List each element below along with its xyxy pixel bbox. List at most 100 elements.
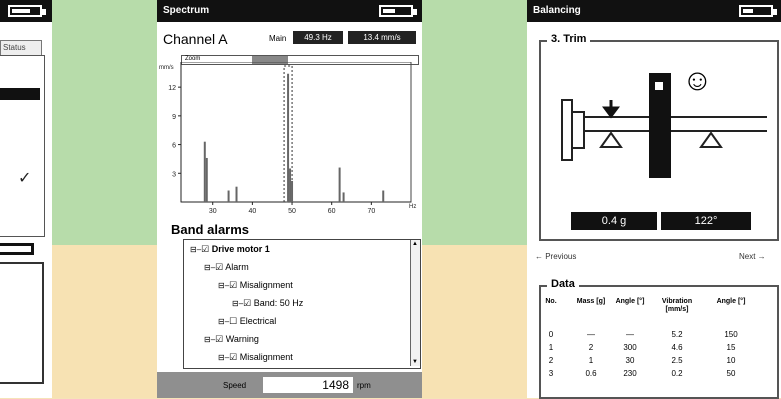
spectrum-bar bbox=[287, 73, 290, 202]
tree-node[interactable]: ⊟–☑ Drive motor 1 bbox=[190, 244, 270, 255]
expand-icon[interactable]: ⊟– bbox=[190, 245, 202, 254]
battery-icon bbox=[739, 5, 777, 17]
tree-node-label: Alarm bbox=[225, 262, 249, 272]
table-cell: 0 bbox=[548, 330, 554, 339]
spectrum-screen: Spectrum Channel A Main 49.3 Hz 13.4 mm/… bbox=[157, 0, 422, 398]
tree-node-label: Misalignment bbox=[239, 280, 293, 290]
x-tick-label: 40 bbox=[248, 208, 256, 215]
spectrum-bar bbox=[227, 190, 230, 202]
channel-label: Channel A bbox=[163, 31, 228, 47]
table-cell: 0.6 bbox=[585, 369, 597, 378]
left-device-screen: Status ✓ bbox=[0, 0, 52, 398]
main-frequency-value: 49.3 Hz bbox=[293, 31, 343, 44]
tree-node[interactable]: ⊟–☑ Band: 50 Hz bbox=[232, 298, 303, 309]
expand-icon[interactable]: ⊟– bbox=[218, 281, 230, 290]
trim-title: 3. Trim bbox=[547, 33, 591, 45]
table-cell: 15 bbox=[726, 343, 736, 352]
spectrum-bar bbox=[342, 192, 345, 202]
checkbox[interactable]: ☑ bbox=[215, 262, 226, 272]
y-tick-label: 9 bbox=[172, 114, 176, 121]
spectrum-titlebar: Spectrum bbox=[157, 0, 422, 22]
speed-input[interactable]: 1498 bbox=[263, 377, 353, 393]
checkbox[interactable]: ☑ bbox=[229, 280, 240, 290]
selected-row[interactable] bbox=[0, 88, 40, 100]
column-header: Angle [°] bbox=[716, 298, 746, 305]
left-frame bbox=[0, 55, 45, 237]
zoom-label: Zoom bbox=[185, 56, 201, 62]
down-arrow-icon bbox=[602, 100, 620, 119]
smiley-icon: ☺ bbox=[682, 64, 713, 97]
table-cell: 2 bbox=[548, 356, 554, 365]
expand-icon[interactable]: ⊟– bbox=[232, 299, 244, 308]
table-cell: 3 bbox=[548, 369, 554, 378]
y-unit-label: mm/s bbox=[159, 65, 174, 71]
expand-icon[interactable]: ⊟– bbox=[218, 317, 230, 326]
tree-scrollbar[interactable]: ▲ ▼ bbox=[410, 240, 420, 366]
checkbox[interactable]: ☑ bbox=[229, 352, 240, 362]
table-cell: 2.5 bbox=[671, 356, 683, 365]
tree-node[interactable]: ⊟–☑ Warning bbox=[204, 334, 259, 345]
table-cell: 0.2 bbox=[671, 369, 683, 378]
x-tick-label: 60 bbox=[328, 208, 336, 215]
column-header: Mass [g] bbox=[576, 298, 606, 305]
screen-title: Spectrum bbox=[163, 5, 210, 16]
trim-angle-value: 122° bbox=[661, 212, 751, 230]
tree-node[interactable]: ⊟–☐ Electrical bbox=[218, 316, 276, 327]
scroll-down-icon[interactable]: ▼ bbox=[412, 359, 418, 365]
table-cell: — bbox=[626, 330, 634, 339]
tree-node-label: Misalignment bbox=[239, 352, 293, 362]
next-button[interactable]: Next → bbox=[739, 252, 766, 261]
data-title: Data bbox=[547, 278, 579, 290]
balancing-screen: Balancing 3. Trim ☺ 0.4 g 122° ← Previou… bbox=[527, 0, 781, 399]
band-alarms-title: Band alarms bbox=[171, 222, 250, 237]
spectrum-bar bbox=[203, 141, 206, 202]
plot-frame bbox=[180, 62, 412, 203]
y-tick-label: 3 bbox=[172, 171, 176, 178]
balancing-titlebar: Balancing bbox=[527, 0, 781, 22]
checkbox[interactable]: ☑ bbox=[243, 298, 254, 308]
x-tick-label: 50 bbox=[288, 208, 296, 215]
tree-node[interactable]: ⊟–☑ Misalignment bbox=[218, 352, 293, 363]
expand-icon[interactable]: ⊟– bbox=[218, 353, 230, 362]
spectrum-bar bbox=[291, 180, 294, 202]
rotor-diagram bbox=[561, 73, 767, 178]
speed-label: Speed bbox=[223, 381, 247, 390]
table-cell: 150 bbox=[724, 330, 738, 339]
tree-node-label: Band: 50 Hz bbox=[253, 298, 304, 308]
tree-node[interactable]: ⊟–☑ Alarm bbox=[204, 262, 249, 273]
expand-icon[interactable]: ⊟– bbox=[204, 335, 216, 344]
spectrum-bar bbox=[338, 167, 341, 202]
y-tick-label: 12 bbox=[168, 85, 176, 92]
trim-box bbox=[539, 40, 779, 241]
speed-bar: Speed 1498 rpm bbox=[157, 372, 422, 398]
checkbox[interactable]: ☐ bbox=[229, 316, 240, 326]
x-unit-label: Hz bbox=[409, 204, 416, 210]
spectrum-bar bbox=[289, 168, 292, 202]
scroll-up-icon[interactable]: ▲ bbox=[412, 241, 418, 247]
spectrum-bar bbox=[382, 190, 385, 202]
table-cell: 300 bbox=[623, 343, 637, 352]
speed-unit: rpm bbox=[357, 381, 371, 390]
tree-node-label: Warning bbox=[225, 334, 259, 344]
zoom-window[interactable] bbox=[252, 56, 288, 64]
table-cell: — bbox=[587, 330, 595, 339]
screen-title: Balancing bbox=[533, 5, 581, 16]
table-cell: 230 bbox=[623, 369, 637, 378]
previous-button[interactable]: ← Previous bbox=[535, 252, 577, 261]
checkbox[interactable]: ☑ bbox=[215, 334, 226, 344]
y-tick-label: 6 bbox=[172, 143, 176, 150]
left-lower-frame bbox=[0, 262, 44, 384]
zoom-bar[interactable]: Zoom bbox=[181, 55, 419, 65]
tree-node[interactable]: ⊟–☑ Misalignment bbox=[218, 280, 293, 291]
status-tab[interactable]: Status bbox=[0, 40, 42, 56]
column-header: Angle [°] bbox=[615, 298, 645, 305]
x-tick-label: 30 bbox=[209, 208, 217, 215]
table-cell: 2 bbox=[588, 343, 594, 352]
spectrum-bar bbox=[205, 157, 208, 202]
trim-mass-value: 0.4 g bbox=[571, 212, 657, 230]
table-cell: 30 bbox=[625, 356, 635, 365]
status-tab-label: Status bbox=[3, 43, 26, 52]
checkbox[interactable]: ☑ bbox=[201, 244, 212, 254]
main-label: Main bbox=[269, 34, 287, 43]
expand-icon[interactable]: ⊟– bbox=[204, 263, 216, 272]
